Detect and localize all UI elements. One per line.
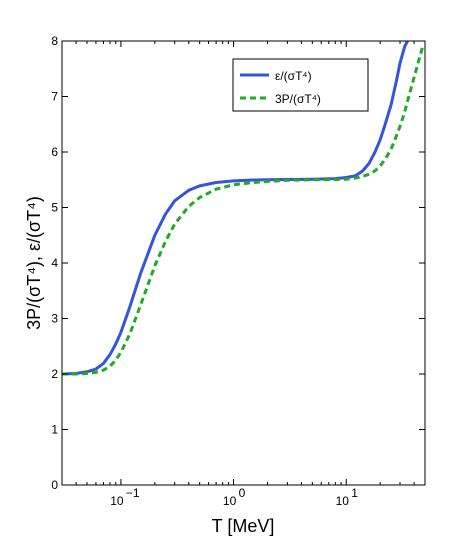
legend-box xyxy=(232,58,369,112)
x-tick-label-exponent: 0 xyxy=(239,486,246,500)
y-tick-label: 4 xyxy=(51,256,58,270)
legend: ε/(σT⁴) 3P/(σT⁴) xyxy=(232,58,369,112)
y-tick-label: 6 xyxy=(51,145,58,159)
y-tick-label: 7 xyxy=(51,90,58,104)
y-tick-label: 2 xyxy=(51,367,58,381)
legend-label-energy-density: ε/(σT⁴) xyxy=(275,69,312,83)
y-tick-label: 0 xyxy=(51,478,58,492)
legend-label-pressure: 3P/(σT⁴) xyxy=(275,92,321,106)
series-line-1 xyxy=(62,45,425,376)
series-layer xyxy=(62,41,425,376)
axis-ticks xyxy=(61,40,426,486)
y-tick-label: 3 xyxy=(51,312,58,326)
x-tick-label-exponent: 1 xyxy=(351,486,358,500)
x-tick-label-exponent: −1 xyxy=(126,486,140,500)
y-tick-label: 1 xyxy=(51,423,58,437)
x-axis-title: T [MeV] xyxy=(212,516,275,536)
x-tick-label: 10 xyxy=(336,494,350,508)
x-tick-label: 10 xyxy=(223,494,237,508)
x-tick-label: 10 xyxy=(110,494,124,508)
y-axis-title: 3P/(σT⁴), ε/(σT⁴) xyxy=(24,196,44,330)
y-tick-label: 5 xyxy=(51,201,58,215)
series-line-0 xyxy=(62,41,409,376)
y-tick-label: 8 xyxy=(51,34,58,48)
